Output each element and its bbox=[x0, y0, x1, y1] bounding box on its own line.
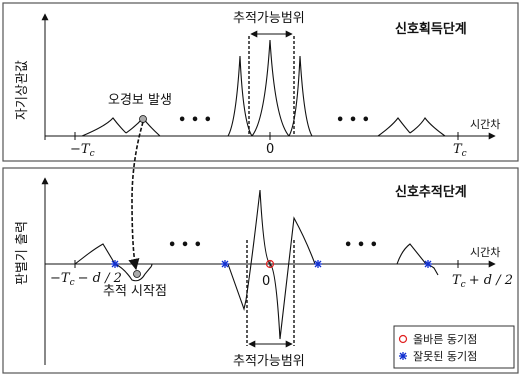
bottom-tick-label-left: −Tc − d / 2 bbox=[50, 271, 122, 288]
wrong-sync-markers bbox=[111, 260, 432, 268]
wrong-sync-star bbox=[314, 260, 322, 268]
top-x-axis-label: 시간차 bbox=[470, 118, 500, 131]
bottom-panel-title: 신호추적단계 bbox=[395, 184, 467, 200]
legend-correct-label: 올바른 동기점 bbox=[413, 333, 477, 346]
bottom-tracking-range-label: 추적가능범위 bbox=[233, 354, 305, 369]
top-peak-side-left bbox=[227, 55, 253, 137]
top-tick-label-neg-tc: −Tc bbox=[70, 142, 95, 159]
bottom-ellipsis-right: • • • bbox=[344, 238, 378, 253]
top-peak-left-1 bbox=[81, 117, 127, 137]
correct-sync-marker bbox=[265, 259, 275, 269]
top-ellipsis-right: • • • bbox=[336, 113, 370, 128]
bottom-tick-label-right: Tc + d / 2 bbox=[452, 273, 513, 290]
disc-main bbox=[227, 189, 316, 340]
legend-box bbox=[393, 325, 515, 369]
false-alarm-point bbox=[139, 115, 147, 123]
false-alarm-label: 오경보 발생 bbox=[108, 93, 172, 108]
wrong-sync-star bbox=[111, 260, 119, 268]
tracking-start-point bbox=[133, 270, 141, 278]
bottom-ellipsis-left: • • • bbox=[168, 238, 202, 253]
wrong-sync-star bbox=[221, 260, 229, 268]
top-tick-label-pos-tc: Tc bbox=[453, 142, 467, 159]
false-alarm-to-tracking-arrow bbox=[128, 121, 144, 271]
top-correlation-curves bbox=[81, 39, 446, 137]
legend-wrong-marker bbox=[399, 352, 407, 360]
top-ellipsis-left: • • • bbox=[178, 113, 212, 128]
disc-left-dip bbox=[114, 263, 153, 282]
bottom-x-axis-label: 시간차 bbox=[470, 246, 500, 259]
bottom-y-axis-label: 판별기 출력 bbox=[15, 221, 30, 285]
top-panel-frame bbox=[2, 2, 519, 162]
disc-left-lobe bbox=[74, 243, 116, 265]
top-y-axis-label: 자기상관값 bbox=[15, 60, 30, 120]
bottom-panel-frame bbox=[2, 167, 519, 374]
wrong-sync-star bbox=[424, 260, 432, 268]
top-panel-title: 신호획득단계 bbox=[395, 21, 467, 37]
top-peak-right-2 bbox=[409, 117, 446, 137]
top-tick-label-zero: 0 bbox=[266, 142, 274, 157]
legend-correct-marker bbox=[398, 334, 408, 344]
disc-right-lobe bbox=[396, 243, 439, 276]
top-peak-right-1 bbox=[377, 117, 411, 137]
bottom-tick-label-zero: 0 bbox=[262, 274, 270, 289]
top-peak-side-right bbox=[288, 55, 313, 137]
legend-wrong-label: 잘못된 동기점 bbox=[413, 350, 477, 363]
top-tracking-range-label: 추적가능범위 bbox=[233, 11, 305, 26]
tracking-start-label: 추적 시작점 bbox=[103, 284, 167, 299]
top-peak-main bbox=[251, 39, 290, 137]
